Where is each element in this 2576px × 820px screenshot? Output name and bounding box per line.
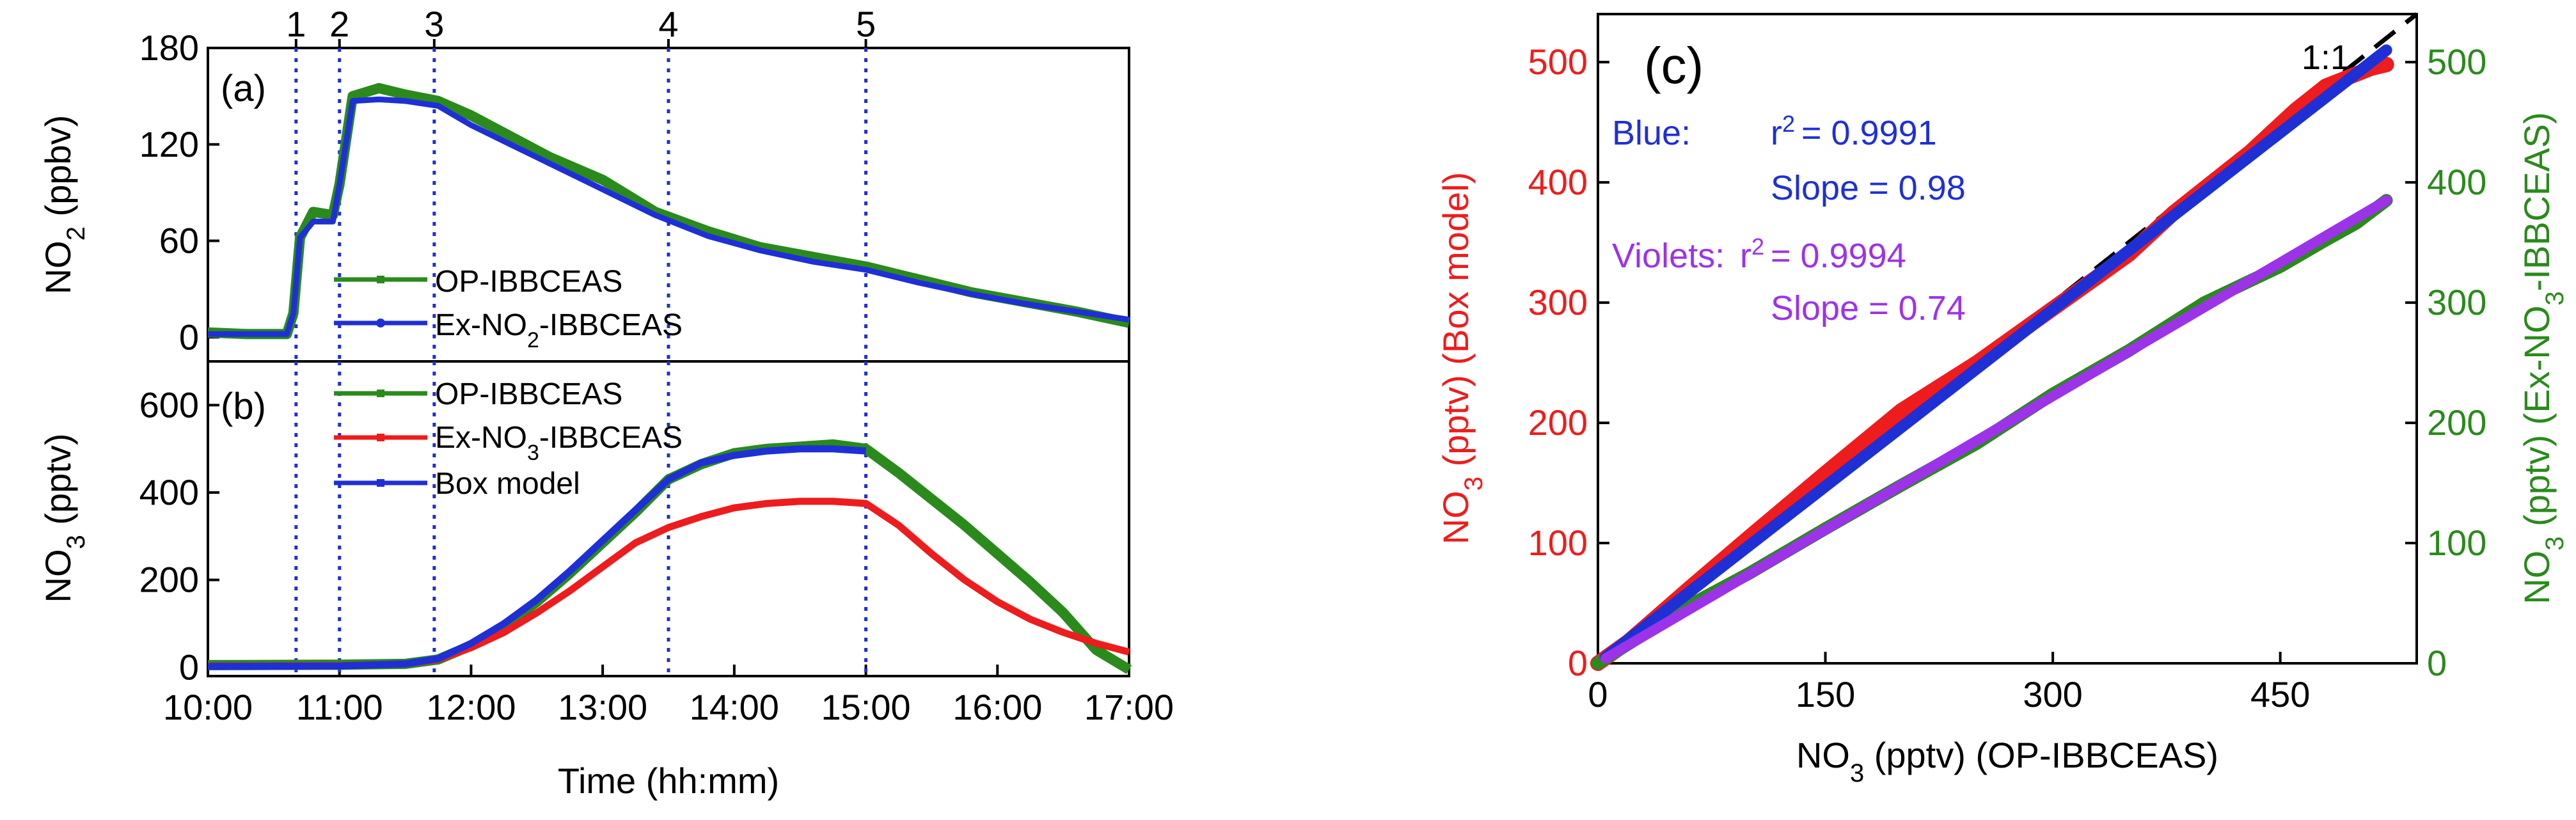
x-tick-label-c: 300: [2023, 674, 2082, 714]
y-tick-label-right-c: 200: [2427, 402, 2486, 443]
event-marker-label: 1: [286, 4, 306, 44]
y-tick-label-left-c: 200: [1528, 402, 1588, 443]
y-tick-label-right-c: 300: [2427, 282, 2486, 322]
series-blue-fit-line: [1599, 44, 2392, 663]
x-tick-label-b: 15:00: [821, 687, 911, 727]
series-line-b-box-model: [207, 445, 866, 670]
series-group-a: [207, 83, 1130, 340]
y-tick-label-a: 60: [159, 221, 199, 261]
legend-b-box-marker: [377, 479, 384, 487]
series-line-b-ex-no3-ibbceas: [207, 498, 1130, 670]
x-axis-label-c: NO3 (pptv) (OP-IBBCEAS): [1796, 735, 2218, 787]
y-axis-label-b: NO3 (pptv): [38, 434, 90, 603]
y-tick-label-left-c: 500: [1528, 42, 1588, 82]
plot-frame-c: [1597, 13, 2418, 665]
x-tick-label-b: 12:00: [426, 687, 516, 727]
legend-b-ex-label: Ex-NO3-IBBCEAS: [435, 421, 683, 465]
panel-label-a: (a): [221, 68, 266, 109]
annotation-violet-label: Violets:: [1612, 237, 1725, 275]
legend-a-op-marker: [377, 276, 384, 283]
y-tick-label-a: 0: [179, 317, 199, 357]
event-marker-label: 2: [329, 4, 349, 44]
y-axis-label-right-c: NO3 (pptv) (Ex-NO3-IBBCEAS): [2517, 112, 2569, 604]
panel-b-no3: (b) 0 200 400 600 10:00 11:00 12:00 13:00 14:00…: [38, 360, 1174, 801]
y-tick-label-right-c: 100: [2427, 523, 2486, 563]
x-tick-label-b: 11:00: [296, 687, 383, 727]
legend-a-op-label: OP-IBBCEAS: [435, 265, 622, 299]
y-tick-label-b: 600: [139, 384, 199, 425]
panel-label-b: (b): [221, 386, 266, 427]
annotation-blue-r2: r2 = 0.9991: [1771, 111, 1937, 153]
panel-c-scatter: 0 150 300 450 0 100 200 300 400 500 0 100 200 300 40…: [1435, 12, 2569, 787]
legend-a: OP-IBBCEAS Ex-NO2-IBBCEAS: [334, 265, 683, 352]
x-axis-b: 10:00 11:00 12:00 13:00 14:00 15:00 16:00 17:00: [163, 665, 1174, 727]
legend-b-op-marker: [377, 390, 384, 397]
y-axis-label-left-c: NO3 (pptv) (Box model): [1435, 172, 1488, 544]
x-axis-c: 0 150 300 450: [1588, 652, 2310, 714]
annotation-blue-label: Blue:: [1612, 114, 1691, 152]
annotation-violet-slope: Slope = 0.74: [1771, 289, 1966, 327]
x-tick-label-b: 10:00: [163, 687, 253, 727]
y-tick-label-b: 0: [179, 647, 199, 687]
y-tick-label-right-c: 500: [2427, 42, 2486, 82]
legend-b-box-label: Box model: [435, 467, 580, 501]
y-tick-label-a: 120: [139, 124, 199, 164]
y-axis-label-a: NO2 (ppbv): [38, 115, 90, 295]
series-violet-fit-line: [1600, 195, 2392, 664]
x-tick-label-c: 0: [1588, 674, 1608, 714]
y-axis-right-c: 0 100 200 300 400 500: [2405, 42, 2486, 683]
panel-label-c: (c): [1644, 37, 1703, 94]
legend-b: OP-IBBCEAS Ex-NO3-IBBCEAS Box model: [334, 377, 683, 501]
event-marker-label: 3: [424, 4, 444, 44]
x-tick-label-b: 16:00: [952, 687, 1042, 727]
x-tick-label-b: 13:00: [558, 687, 647, 727]
x-tick-label-c: 450: [2250, 674, 2310, 714]
event-marker-label: 5: [856, 4, 876, 44]
y-tick-label-b: 400: [139, 472, 199, 512]
y-axis-left-c: 0 100 200 300 400 500: [1528, 42, 1609, 683]
x-tick-label-b: 14:00: [690, 687, 779, 727]
series-group-c: [1590, 12, 2419, 671]
legend-a-ex-marker: [376, 319, 385, 327]
legend-b-ex-marker: [377, 434, 384, 441]
annotation-violet-r2: r2 = 0.9994: [1740, 233, 1906, 276]
y-tick-label-left-c: 0: [1568, 643, 1588, 683]
y-tick-label-left-c: 100: [1528, 523, 1588, 563]
x-tick-label-b: 17:00: [1084, 687, 1174, 727]
legend-b-op-label: OP-IBBCEAS: [435, 377, 622, 411]
x-axis-label-b: Time (hh:mm): [558, 761, 779, 801]
series-line-a-ex-no2-ibbceas: [208, 96, 1130, 337]
legend-a-ex-label: Ex-NO2-IBBCEAS: [435, 308, 683, 352]
event-marker-lines-b: [294, 361, 868, 676]
annotation-blue-slope: Slope = 0.98: [1771, 169, 1966, 207]
x-tick-label-c: 150: [1796, 674, 1855, 714]
y-axis-a: 0 60 120 180: [139, 28, 219, 357]
y-tick-label-left-c: 400: [1528, 162, 1588, 202]
y-tick-label-a: 180: [139, 28, 199, 68]
series-group-b: [207, 439, 1132, 674]
y-tick-label-right-c: 400: [2427, 162, 2486, 202]
y-tick-label-left-c: 300: [1528, 282, 1588, 322]
y-tick-label-b: 200: [139, 560, 199, 600]
event-marker-label: 4: [658, 4, 678, 44]
y-tick-label-right-c: 0: [2427, 643, 2447, 683]
one-to-one-label: 1:1: [2302, 38, 2350, 77]
y-axis-b: 0 200 400 600: [139, 384, 219, 687]
